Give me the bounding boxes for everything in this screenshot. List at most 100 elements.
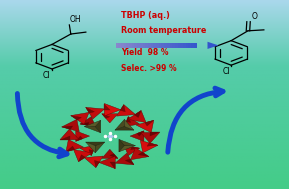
Polygon shape xyxy=(124,145,140,156)
Bar xyxy=(140,43,143,48)
Bar xyxy=(164,43,168,48)
Text: Cl: Cl xyxy=(222,67,230,76)
Polygon shape xyxy=(86,107,105,119)
Polygon shape xyxy=(110,162,115,169)
Polygon shape xyxy=(120,105,125,112)
Polygon shape xyxy=(66,146,75,152)
Polygon shape xyxy=(80,117,96,127)
Polygon shape xyxy=(84,127,101,133)
Polygon shape xyxy=(125,159,134,165)
Polygon shape xyxy=(71,112,89,124)
Polygon shape xyxy=(130,131,144,141)
Bar xyxy=(137,43,140,48)
Bar xyxy=(170,43,173,48)
Bar xyxy=(194,43,197,48)
Text: Cl: Cl xyxy=(43,71,51,80)
FancyArrowPatch shape xyxy=(168,88,223,152)
Bar xyxy=(191,43,194,48)
Polygon shape xyxy=(76,136,83,141)
Bar xyxy=(134,43,138,48)
Polygon shape xyxy=(116,105,135,116)
FancyArrow shape xyxy=(197,42,218,49)
Bar xyxy=(148,43,151,48)
Polygon shape xyxy=(104,104,121,116)
FancyArrowPatch shape xyxy=(17,94,67,157)
Polygon shape xyxy=(102,149,118,158)
Polygon shape xyxy=(66,139,84,152)
Text: O: O xyxy=(251,12,257,21)
Bar xyxy=(162,43,165,48)
Polygon shape xyxy=(140,140,158,153)
Polygon shape xyxy=(136,120,154,133)
Bar xyxy=(180,43,184,48)
Polygon shape xyxy=(110,154,118,158)
Polygon shape xyxy=(86,142,95,153)
Polygon shape xyxy=(95,120,101,133)
Bar xyxy=(183,43,186,48)
Text: Room temperature: Room temperature xyxy=(121,26,207,35)
Bar xyxy=(145,43,149,48)
Text: Selec. >99 %: Selec. >99 % xyxy=(121,64,177,73)
Polygon shape xyxy=(124,117,140,127)
Bar xyxy=(116,43,119,48)
Bar xyxy=(153,43,157,48)
Polygon shape xyxy=(102,114,118,123)
Text: Yield  98 %: Yield 98 % xyxy=(121,48,169,57)
Polygon shape xyxy=(80,145,96,156)
Polygon shape xyxy=(119,139,124,152)
Polygon shape xyxy=(138,152,149,156)
Bar xyxy=(156,43,160,48)
Polygon shape xyxy=(60,129,79,140)
Bar xyxy=(121,43,124,48)
Bar xyxy=(118,43,122,48)
Bar xyxy=(129,43,132,48)
Bar xyxy=(132,43,135,48)
Polygon shape xyxy=(99,156,115,169)
Polygon shape xyxy=(119,139,135,146)
Polygon shape xyxy=(104,104,110,110)
Polygon shape xyxy=(145,120,154,126)
Polygon shape xyxy=(86,107,95,113)
Polygon shape xyxy=(71,116,81,120)
Polygon shape xyxy=(131,147,140,150)
Polygon shape xyxy=(140,132,160,143)
Polygon shape xyxy=(80,122,89,125)
Polygon shape xyxy=(79,155,85,162)
Polygon shape xyxy=(86,142,105,146)
Bar xyxy=(126,43,130,48)
Polygon shape xyxy=(150,132,160,136)
Text: OH: OH xyxy=(70,15,81,24)
Polygon shape xyxy=(137,131,144,136)
Polygon shape xyxy=(76,131,90,141)
Polygon shape xyxy=(131,148,149,160)
Polygon shape xyxy=(124,119,134,130)
Polygon shape xyxy=(84,156,103,167)
Polygon shape xyxy=(115,127,134,130)
Polygon shape xyxy=(147,143,158,146)
Bar xyxy=(188,43,192,48)
Bar xyxy=(167,43,170,48)
Polygon shape xyxy=(126,117,131,122)
Bar xyxy=(172,43,176,48)
Polygon shape xyxy=(115,153,134,165)
Bar xyxy=(124,43,127,48)
Bar xyxy=(178,43,181,48)
Bar xyxy=(186,43,189,48)
Text: TBHP (aq.): TBHP (aq.) xyxy=(121,11,170,20)
Polygon shape xyxy=(95,160,99,167)
Polygon shape xyxy=(95,142,105,153)
Bar xyxy=(142,43,146,48)
Polygon shape xyxy=(60,136,70,140)
Polygon shape xyxy=(62,126,73,129)
Polygon shape xyxy=(74,150,92,162)
Polygon shape xyxy=(62,119,79,132)
Bar xyxy=(159,43,162,48)
Polygon shape xyxy=(128,111,146,122)
Polygon shape xyxy=(134,111,141,117)
Bar xyxy=(175,43,178,48)
Polygon shape xyxy=(102,114,110,118)
Polygon shape xyxy=(89,150,93,156)
Polygon shape xyxy=(119,146,135,152)
Polygon shape xyxy=(115,119,124,130)
Polygon shape xyxy=(84,120,101,127)
